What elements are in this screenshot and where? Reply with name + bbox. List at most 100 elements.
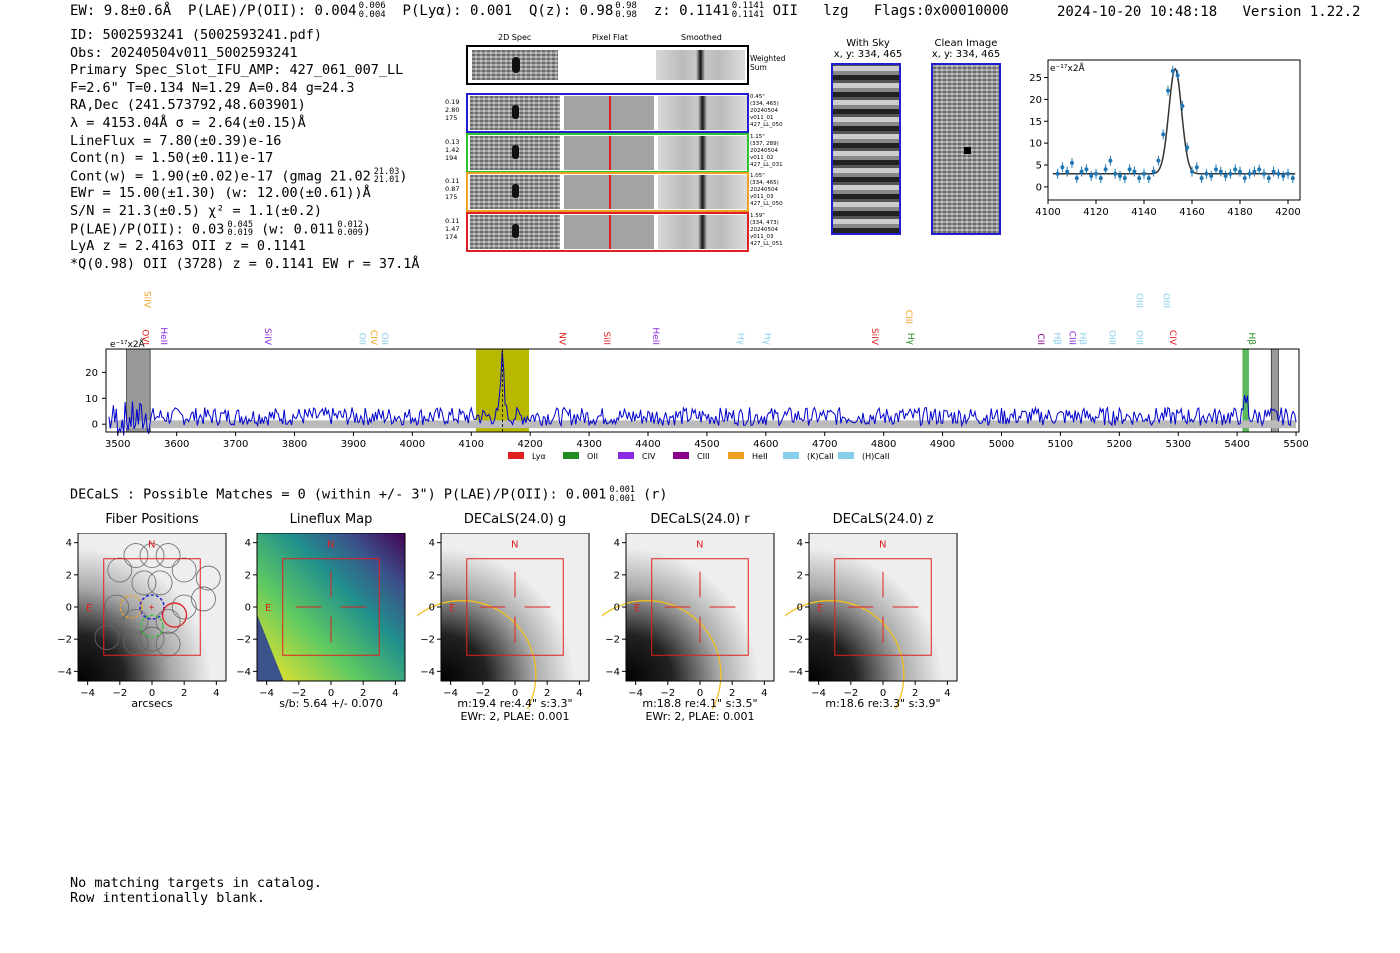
spectrum-ylabel: e⁻¹⁷x2Å xyxy=(110,338,146,350)
spec2d-row-info-line: 427_LL_050 xyxy=(750,122,783,128)
spectrum-xtick-label: 4400 xyxy=(635,439,660,450)
cutout-ytick-label: 4 xyxy=(245,538,251,549)
cutout-xtick-label: 0 xyxy=(512,688,518,699)
decals-summary: DECaLS : Possible Matches = 0 (within +/… xyxy=(70,486,668,503)
fit-data-point xyxy=(1079,169,1084,174)
cutout-xtick-label: 0 xyxy=(697,688,703,699)
catalog-note-line1: No matching targets in catalog. xyxy=(70,875,322,891)
fit-data-point xyxy=(1290,176,1295,181)
fit-data-point xyxy=(1233,167,1238,172)
lineflux-map xyxy=(257,533,405,681)
fit-data-point xyxy=(1185,145,1190,150)
fiber-circle xyxy=(123,543,149,568)
spectrum-ytick-label: 10 xyxy=(85,394,98,405)
spec2d-flat-marker xyxy=(609,96,611,130)
spectrum-xtick-label: 5200 xyxy=(1107,439,1132,450)
cutout-caption: m:18.6 re:3.3" s:3.9" xyxy=(825,697,941,710)
cutout-ytick-label: 0 xyxy=(66,603,72,614)
spec2d-row-info-line: 1.59" xyxy=(750,212,765,219)
spectrum-line-label: Hβ xyxy=(1246,332,1256,345)
info-lambda: λ = 4153.04Å σ = 2.64(±0.15)Å xyxy=(70,114,306,131)
cutout-ytick-label: −4 xyxy=(788,667,803,678)
spectrum-xtick-label: 5400 xyxy=(1224,439,1249,450)
spec2d-row-stat: 175 xyxy=(445,193,458,201)
spec2d-smoothed xyxy=(658,214,747,249)
spectrum-ytick-label: 20 xyxy=(85,368,98,379)
search-box xyxy=(651,558,749,656)
catalog-note-line2: Row intentionally blank. xyxy=(70,890,266,906)
spectrum-line-label: OII xyxy=(379,333,389,345)
fit-data-point xyxy=(1218,169,1223,174)
info-radec: RA,Dec (241.573792,48.603901) xyxy=(70,97,306,114)
line-fit-plot: 4100 4120 4140 4160 4180 4200 0 5 10 15 20 25 e⁻¹⁷x2… xyxy=(1029,59,1301,218)
clean-image xyxy=(931,63,1001,235)
cutout-ytick-label: −4 xyxy=(605,667,620,678)
fiber-secondary xyxy=(119,595,143,619)
info-plae-text: P(LAE)/P(OII): 0.03 xyxy=(70,221,225,238)
search-box xyxy=(834,558,932,656)
fit-data-point xyxy=(1223,173,1228,178)
spectrum-line-label: CIV xyxy=(1167,330,1177,346)
cutout-caption: m:18.8 re:4.1" s:3.5" xyxy=(642,697,758,710)
spectrum-frame xyxy=(105,348,1300,433)
spec2d-row xyxy=(466,172,749,212)
cutout-xtick-label: 2 xyxy=(360,688,366,699)
spec2d-row xyxy=(466,211,749,252)
spectrum-legend-label: CIV xyxy=(642,452,656,461)
fit-data-point xyxy=(1055,171,1060,176)
spectrum-line-label: Hγ xyxy=(905,333,915,346)
clean-image-xy: x, y: 334, 465 xyxy=(931,49,1001,60)
spec2d-row-stats: 0.19 2.80 175 xyxy=(445,98,459,122)
fit-data-point xyxy=(1190,169,1194,174)
cutout-caption: arcsecs xyxy=(131,697,173,710)
cutout-ytick-label: 4 xyxy=(429,538,435,549)
spec2d-smoothed xyxy=(658,175,747,209)
search-box xyxy=(282,558,380,656)
fit-ylabel: e⁻¹⁷x2Å xyxy=(1050,62,1086,74)
fit-data-point xyxy=(1118,173,1122,178)
fiber-circle xyxy=(123,629,149,655)
cutout-image: N E −4 −4 −2 −2 0 0 2 2 4 4 xyxy=(602,533,775,709)
info-plae-sup: 0.045 xyxy=(227,219,254,230)
spec2d-row-stat: 194 xyxy=(445,153,458,162)
fit-ytick-label: 5 xyxy=(1036,161,1042,172)
spec2d-row-stat: 1.42 xyxy=(445,145,460,154)
with-sky-image xyxy=(831,63,901,235)
spectrum-line-label: OVI xyxy=(140,329,150,345)
cutout-caption: s/b: 5.64 +/- 0.070 xyxy=(279,697,383,710)
fiber-circle xyxy=(155,609,181,634)
spectrum-xtick-label: 3900 xyxy=(341,439,366,450)
cutout-image: N E −4 −4 −2 −2 0 0 2 2 4 4 xyxy=(236,533,406,699)
cutout-xtick-label: 2 xyxy=(544,688,550,699)
info-obs: Obs: 20240504v011_5002593241 xyxy=(70,44,298,61)
cutout-xtick-label: 4 xyxy=(576,688,582,699)
cutout-ytick-label: 2 xyxy=(614,570,620,581)
header-qz-sup: 0.98 xyxy=(615,1,637,11)
spec2d-source xyxy=(512,184,519,198)
cutout-ytick-label: 4 xyxy=(66,538,72,549)
fit-xtick-label: 4180 xyxy=(1227,207,1252,218)
fit-ytick-label: 15 xyxy=(1029,117,1042,128)
spec2d-smoothed xyxy=(658,135,747,170)
cutout-background xyxy=(441,533,589,681)
spec2d-row-stats: 0.13 1.42 194 xyxy=(445,138,459,162)
spectrum-line-label: SiII xyxy=(601,331,611,345)
cutout-xtick-label: −2 xyxy=(843,688,858,699)
fiber-circle xyxy=(131,570,157,596)
fiber-circle xyxy=(171,557,197,583)
spec2d-row-info-line: 20240504 xyxy=(750,108,778,114)
fit-data-point xyxy=(1281,173,1286,178)
cutout-image: + N E −4 −4 −2 −2 0 0 2 2 4 4 xyxy=(57,533,227,699)
north-label: N xyxy=(148,539,155,550)
cutout-xtick-label: 0 xyxy=(149,688,155,699)
cutout-title: Lineflux Map xyxy=(289,512,373,527)
spec2d-row-stats: 0.11 0.87 175 xyxy=(445,177,459,201)
with-sky-title: With Sky xyxy=(846,38,890,49)
catalog-note: No matching targets in catalog. Row inte… xyxy=(70,876,322,906)
cutout-image: N E −4 −4 −2 −2 0 0 2 2 4 4 xyxy=(417,533,590,709)
decals-plae-sup: 0.001 xyxy=(609,485,636,495)
spec2d-row-stat: 174 xyxy=(445,232,458,241)
spectrum-legend-label: (K)CaII xyxy=(807,452,834,461)
cutout-ytick-label: 4 xyxy=(614,538,620,549)
search-box xyxy=(466,558,564,656)
